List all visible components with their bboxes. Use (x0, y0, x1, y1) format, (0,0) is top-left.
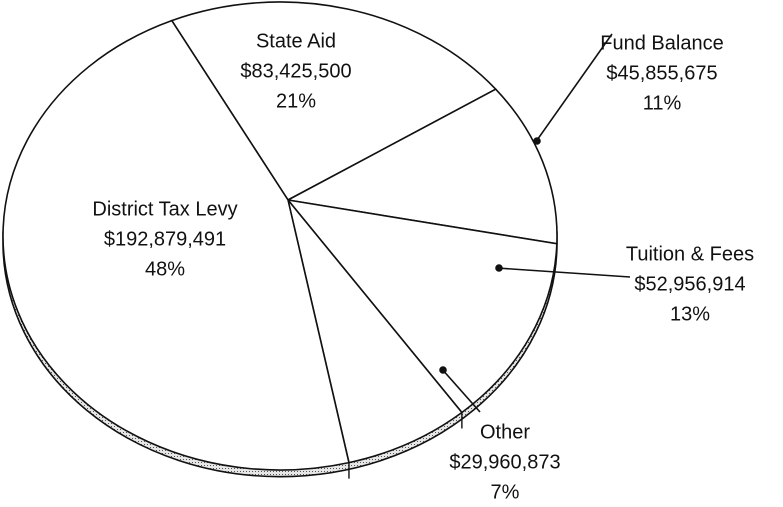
pie-slices (2, 1, 558, 471)
slice-name: Fund Balance (600, 32, 723, 54)
slice-percent: 21% (276, 90, 316, 112)
pie-slice (2, 19, 350, 471)
slice-amount: $192,879,491 (104, 228, 226, 250)
slice-amount: $52,956,914 (634, 273, 745, 295)
slice-percent: 11% (643, 92, 682, 114)
slice-amount: $45,855,675 (606, 62, 717, 84)
leader-dot (439, 366, 447, 374)
leader-lines (439, 33, 631, 413)
slice-amount: $83,425,500 (240, 60, 351, 82)
pie-slice (170, 1, 498, 202)
pie-slice (285, 88, 558, 245)
leader-dot (533, 137, 541, 145)
leader-line (496, 267, 631, 278)
slice-name: District Tax Levy (92, 198, 237, 220)
leader-line (440, 367, 481, 413)
pie-slice (287, 199, 464, 464)
leader-dot (495, 264, 503, 272)
slice-amount: $29,960,873 (449, 451, 560, 473)
slice-labels: State Aid $83,425,500 21% Fund Balance $45,8… (92, 30, 754, 503)
slice-percent: 7% (491, 481, 520, 503)
leader-line (534, 33, 613, 144)
pie-slice (286, 198, 558, 414)
slice-name: Other (480, 421, 530, 443)
slice-name: State Aid (256, 30, 336, 52)
slice-percent: 48% (145, 258, 185, 280)
slice-percent: 13% (670, 303, 710, 325)
slice-name: Tuition & Fees (626, 243, 754, 265)
